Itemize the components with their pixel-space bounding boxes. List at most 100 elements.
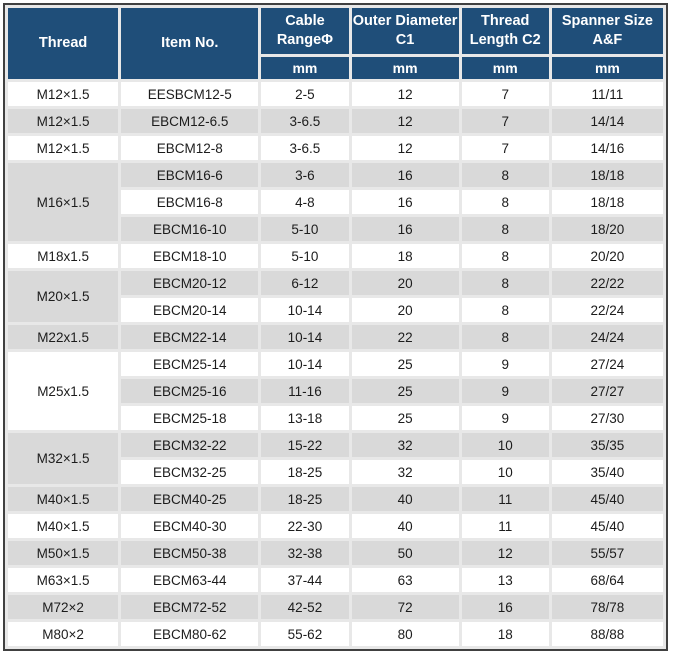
- outer-diameter-cell: 25: [351, 406, 459, 430]
- spanner-size-cell: 18/18: [551, 190, 663, 214]
- item-no-cell: EBCM40-25: [121, 487, 259, 511]
- header-row: Thread Item No. Cable RangeΦ Outer Diame…: [8, 8, 663, 79]
- outer-diameter-cell: 16: [351, 190, 459, 214]
- spanner-size-cell: 18/20: [551, 217, 663, 241]
- outer-diameter-cell: 12: [351, 136, 459, 160]
- table-row: EBCM16-10 5-10 16 8 18/20: [8, 217, 663, 241]
- unit-header-row: mm mm mm mm: [8, 57, 663, 79]
- thread-length-cell: 10: [461, 460, 549, 484]
- table-row: M32×1.5 EBCM32-22 15-22 32 10 35/35: [8, 433, 663, 484]
- spanner-size-cell: 18/18: [551, 163, 663, 187]
- thread-length-cell: 8: [461, 190, 549, 214]
- table-row: M20×1.5 EBCM20-12 6-12 20 8 22/22: [8, 271, 663, 322]
- cable-range-cell: 3-6: [261, 163, 349, 187]
- item-no-cell: EBCM50-38: [121, 541, 259, 565]
- spanner-size-cell: 35/35: [551, 433, 663, 457]
- table-row: M63×1.5 EBCM63-44 37-44 63 13 68/64: [8, 568, 663, 592]
- outer-diameter-cell: 12: [351, 82, 459, 106]
- cable-range-cell: 18-25: [261, 460, 349, 484]
- cable-gland-spec-table: Thread Item No. Cable RangeΦ Outer Diame…: [3, 3, 668, 651]
- outer-diameter-cell: 80: [351, 622, 459, 646]
- item-no-cell: EBCM20-14: [121, 298, 259, 322]
- item-no-cell: EBCM12-8: [121, 136, 259, 160]
- item-no-cell: EBCM80-62: [121, 622, 259, 646]
- item-no-cell: EBCM40-30: [121, 514, 259, 538]
- item-no-cell: EBCM25-18: [121, 406, 259, 430]
- thread-cell: M22x1.5: [8, 325, 119, 349]
- cable-range-cell: 55-62: [261, 622, 349, 646]
- thread-cell: M25x1.5: [8, 352, 119, 430]
- outer-diameter-cell: 20: [351, 271, 459, 295]
- spanner-size-cell: 45/40: [551, 487, 663, 511]
- table-row: EBCM16-8 4-8 16 8 18/18: [8, 190, 663, 214]
- spanner-size-cell: 68/64: [551, 568, 663, 592]
- cable-range-cell: 18-25: [261, 487, 349, 511]
- outer-diameter-cell: 16: [351, 217, 459, 241]
- table-row: M50×1.5 EBCM50-38 32-38 50 12 55/57: [8, 541, 663, 565]
- table-row: M40×1.5 EBCM40-25 18-25 40 11 45/40: [8, 487, 663, 511]
- cable-range-cell: 5-10: [261, 217, 349, 241]
- spanner-size-cell: 27/27: [551, 379, 663, 403]
- item-no-cell: EBCM63-44: [121, 568, 259, 592]
- thread-length-cell: 9: [461, 406, 549, 430]
- thread-cell: M50×1.5: [8, 541, 119, 565]
- spanner-size-cell: 22/24: [551, 298, 663, 322]
- thread-length-cell: 8: [461, 217, 549, 241]
- thread-length-cell: 16: [461, 595, 549, 619]
- cable-range-cell: 22-30: [261, 514, 349, 538]
- spanner-size-cell: 20/20: [551, 244, 663, 268]
- cable-range-cell: 3-6.5: [261, 136, 349, 160]
- outer-diameter-cell: 18: [351, 244, 459, 268]
- cable-range-cell: 4-8: [261, 190, 349, 214]
- thread-cell: M63×1.5: [8, 568, 119, 592]
- col-header-thread-length: Thread Length C2: [461, 8, 549, 54]
- table-row: EBCM25-18 13-18 25 9 27/30: [8, 406, 663, 430]
- table-header: Thread Item No. Cable RangeΦ Outer Diame…: [8, 8, 663, 79]
- cable-range-cell: 32-38: [261, 541, 349, 565]
- outer-diameter-cell: 12: [351, 109, 459, 133]
- table-row: M16×1.5 EBCM16-6 3-6 16 8 18/18: [8, 163, 663, 241]
- cable-range-cell: 11-16: [261, 379, 349, 403]
- col-header-spanner-size: Spanner Size A&F: [551, 8, 663, 54]
- outer-diameter-cell: 72: [351, 595, 459, 619]
- item-no-cell: EBCM25-14: [121, 352, 259, 376]
- col-header-outer-diameter: Outer Diameter C1: [351, 8, 459, 54]
- table-row: M40×1.5 EBCM40-30 22-30 40 11 45/40: [8, 514, 663, 538]
- thread-cell: M16×1.5: [8, 163, 119, 241]
- outer-diameter-cell: 25: [351, 352, 459, 376]
- outer-diameter-cell: 32: [351, 433, 459, 457]
- thread-cell: M40×1.5: [8, 514, 119, 538]
- thread-length-cell: 7: [461, 136, 549, 160]
- item-no-cell: EBCM16-6: [121, 163, 259, 187]
- cable-range-cell: 10-14: [261, 352, 349, 376]
- item-no-cell: EBCM12-6.5: [121, 109, 259, 133]
- item-no-cell: EBCM32-25: [121, 460, 259, 484]
- thread-length-cell: 11: [461, 514, 549, 538]
- cable-range-cell: 42-52: [261, 595, 349, 619]
- col-header-item-no: Item No.: [121, 8, 259, 79]
- spanner-size-cell: 27/24: [551, 352, 663, 376]
- table-row: M12×1.5 EBCM12-6.5 3-6.5 12 7 14/14: [8, 109, 663, 133]
- thread-length-cell: 7: [461, 82, 549, 106]
- cable-range-cell: 10-14: [261, 325, 349, 349]
- spanner-size-cell: 78/78: [551, 595, 663, 619]
- spanner-size-cell: 14/14: [551, 109, 663, 133]
- outer-diameter-cell: 20: [351, 298, 459, 322]
- thread-length-cell: 8: [461, 298, 549, 322]
- table-row: M12×1.5 EESBCM12-5 2-5 12 7 11/11: [8, 82, 663, 106]
- thread-length-cell: 11: [461, 487, 549, 511]
- cable-range-cell: 2-5: [261, 82, 349, 106]
- thread-cell: M32×1.5: [8, 433, 119, 484]
- cable-range-cell: 10-14: [261, 298, 349, 322]
- thread-cell: M80×2: [8, 622, 119, 646]
- thread-length-cell: 8: [461, 163, 549, 187]
- outer-diameter-cell: 50: [351, 541, 459, 565]
- spanner-size-cell: 55/57: [551, 541, 663, 565]
- outer-diameter-cell: 16: [351, 163, 459, 187]
- thread-length-cell: 8: [461, 271, 549, 295]
- thread-length-cell: 9: [461, 352, 549, 376]
- unit-header-thread-length: mm: [461, 57, 549, 79]
- thread-length-cell: 8: [461, 325, 549, 349]
- outer-diameter-cell: 40: [351, 487, 459, 511]
- unit-header-outer-diameter: mm: [351, 57, 459, 79]
